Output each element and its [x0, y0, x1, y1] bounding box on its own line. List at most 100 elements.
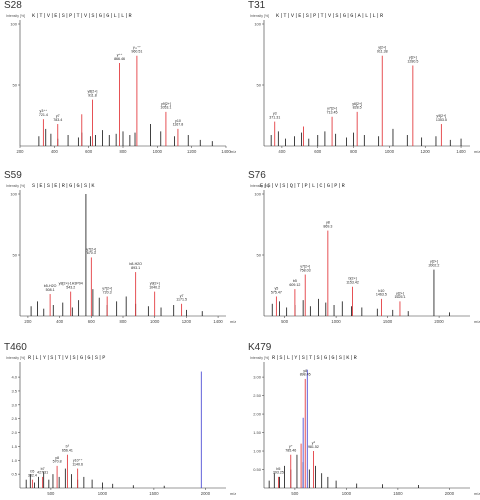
fragment-ion-mz: 981.52	[308, 445, 319, 449]
panel-title: S76	[248, 170, 266, 181]
spectrum-panel-t31: T31 Intensity [%] K|T|V|E|S|P|T|V|S|G|G|…	[246, 0, 480, 158]
peptide-sequence: R|S|L|Y|S|T|S|G|G|S|K|R	[272, 355, 358, 361]
panel-title: K479	[248, 342, 272, 353]
y-axis-label: Intensity [%]	[6, 184, 26, 188]
spectrum-plot: 500 1000 1500 2000 m/z 4.0 3.5 3.0 2.5 2.0 1.5 1.0 0…	[11, 362, 236, 496]
y-tick-label: 4.0	[11, 375, 17, 380]
fragment-ion-label: b5	[276, 467, 280, 471]
y-tick-label: 2.0	[11, 430, 17, 435]
x-tick-label: 1400	[221, 149, 231, 154]
x-tick-label: 500	[281, 319, 289, 324]
x-tick-label: 400	[278, 149, 286, 154]
x-tick-label: 500	[47, 491, 55, 496]
x-tick-label: 1000	[331, 319, 341, 324]
spectrum-plot: 200 400 600 800 1000 1200 1400 m/z 100 50 y3⁺⁺721.…	[10, 20, 236, 154]
fragment-ion-mz: 828.5	[353, 106, 362, 110]
fragment-ion-mz: 1625.1	[394, 295, 405, 299]
x-unit-label: m/z	[230, 492, 236, 496]
x-tick-label: 800	[120, 319, 128, 324]
fragment-ion-label: y⁹	[312, 441, 316, 445]
y-tick-label: 50	[13, 253, 18, 258]
fragment-ion-label: y3	[273, 112, 277, 116]
fragment-ion-mz: 1353.5	[436, 118, 447, 122]
fragment-ion-label: y10⁺⁺	[73, 459, 83, 463]
fragment-ion-label: b5-H2O	[44, 284, 57, 288]
peptide-sequence: E|S|V|S|Q|T|P|L|C|G|P|R	[260, 183, 346, 189]
peptide-sequence: K|T|V|E|S|P|T|V|S|G|G|L|L|R	[32, 13, 133, 19]
fragment-ion-label: y8	[326, 221, 330, 225]
panel-title: S59	[4, 170, 22, 181]
fragment-ion-label: y7[2+]	[300, 265, 310, 269]
peptide-sequence: K|T|V|E|S|P|T|V|S|G|G|A|L|L|R	[276, 13, 384, 19]
x-tick-label: 1400	[213, 319, 223, 324]
x-tick-label: 1200	[187, 149, 197, 154]
fragment-ion-label: y7[2+]	[86, 247, 96, 251]
fragment-ion-label: y10	[175, 119, 181, 123]
spectrum-plot: 200 400 600 800 1000 1200 1400 m/z 100 50 b5-H2O50…	[10, 190, 236, 324]
x-tick-label: 800	[350, 149, 358, 154]
x-tick-label: 200	[17, 149, 25, 154]
x-tick-label: 400	[56, 319, 64, 324]
fragment-ion-mz: 911.8	[88, 93, 97, 97]
fragment-ion-mz: 570.8	[53, 460, 62, 464]
y-tick-label: 50	[13, 83, 18, 88]
x-tick-label: 1400	[456, 149, 466, 154]
x-unit-label: m/z	[474, 150, 480, 154]
fragment-ion-mz: 332.4	[28, 473, 37, 477]
fragment-ion-mz: 609.12	[289, 283, 300, 287]
spectrum-panel-k479: K479 Intensity [%] R|S|L|Y|S|T|S|G|G|S|K…	[246, 342, 480, 500]
fragment-ion-label: b8-H2O	[129, 262, 142, 266]
fragment-ion-mz: 543.2	[66, 285, 75, 289]
fragment-ion-mz: 508.1	[46, 288, 55, 292]
fragment-ion-mz: 1140.6	[72, 462, 83, 466]
panel-title: S28	[4, 0, 22, 11]
fragment-ion-mz: 670.3	[87, 251, 96, 255]
y-axis-label: Intensity [%]	[6, 14, 26, 18]
x-tick-label: 1500	[383, 319, 393, 324]
fragment-ion-mz: 1171.5	[176, 298, 187, 302]
fragment-ion-mz: 1463.5	[376, 293, 387, 297]
x-tick-label: 1500	[393, 491, 403, 496]
x-tick-label: 600	[314, 149, 322, 154]
fragment-ion-label: y⁺	[289, 445, 293, 449]
peptide-sequence: R|L|Y|S|T|V|S|G|G|S|P	[28, 355, 106, 361]
fragment-ion-mz: 898.45	[300, 373, 311, 377]
x-unit-label: m/z	[230, 150, 236, 154]
fragment-ion-mz: 656.41	[62, 449, 73, 453]
x-tick-label: 2000	[201, 491, 211, 496]
y-tick-label: 2.50	[253, 393, 262, 398]
x-tick-label: 1000	[342, 491, 352, 496]
y-tick-label: 3.00	[253, 375, 262, 380]
spectrum-panel-t460: T460 Intensity [%] R|L|Y|S|T|V|S|G|G|S|P…	[2, 342, 236, 500]
fragment-ion-label: y9[2+]	[436, 114, 446, 118]
fragment-ion-label: y[2+]	[430, 260, 438, 264]
y-tick-label: 50	[257, 253, 262, 258]
fragment-ion-mz: 960.51	[131, 50, 142, 54]
fragment-ion-label: y[2+]	[396, 291, 404, 295]
fragment-ion-label: y[2+]	[409, 55, 417, 59]
x-tick-label: 1000	[153, 149, 163, 154]
x-tick-label: 1200	[182, 319, 192, 324]
fragment-ion-mz: 1167.8	[173, 123, 184, 127]
y-tick-label: 2.00	[253, 412, 262, 417]
fragment-ion-label: b[2+]	[349, 277, 357, 281]
y-axis-label: Intensity [%]	[250, 356, 270, 360]
spectrum-panel-s28: S28 Intensity [%] K|T|V|E|S|P|T|V|S|G|G|…	[2, 0, 236, 158]
x-unit-label: m/z	[230, 320, 236, 324]
x-tick-label: 500	[291, 491, 299, 496]
fragment-ion-mz: 785.46	[285, 449, 296, 453]
x-tick-label: 1000	[150, 319, 160, 324]
panel-title: T460	[4, 342, 27, 353]
fragment-ion-label: y8[2+]	[87, 90, 97, 94]
fragment-ion-mz: 866.46	[114, 57, 125, 61]
x-tick-label: 1000	[385, 149, 395, 154]
y-axis-label: Intensity [%]	[250, 184, 270, 188]
fragment-ion-mz: 371.31	[269, 115, 280, 119]
x-tick-label: 800	[120, 149, 128, 154]
fragment-ion-label: y⁺⁺	[117, 53, 123, 57]
y-tick-label: 0.50	[253, 467, 262, 472]
x-tick-label: 1000	[98, 491, 108, 496]
fragment-ion-label: b⁹	[66, 445, 70, 449]
